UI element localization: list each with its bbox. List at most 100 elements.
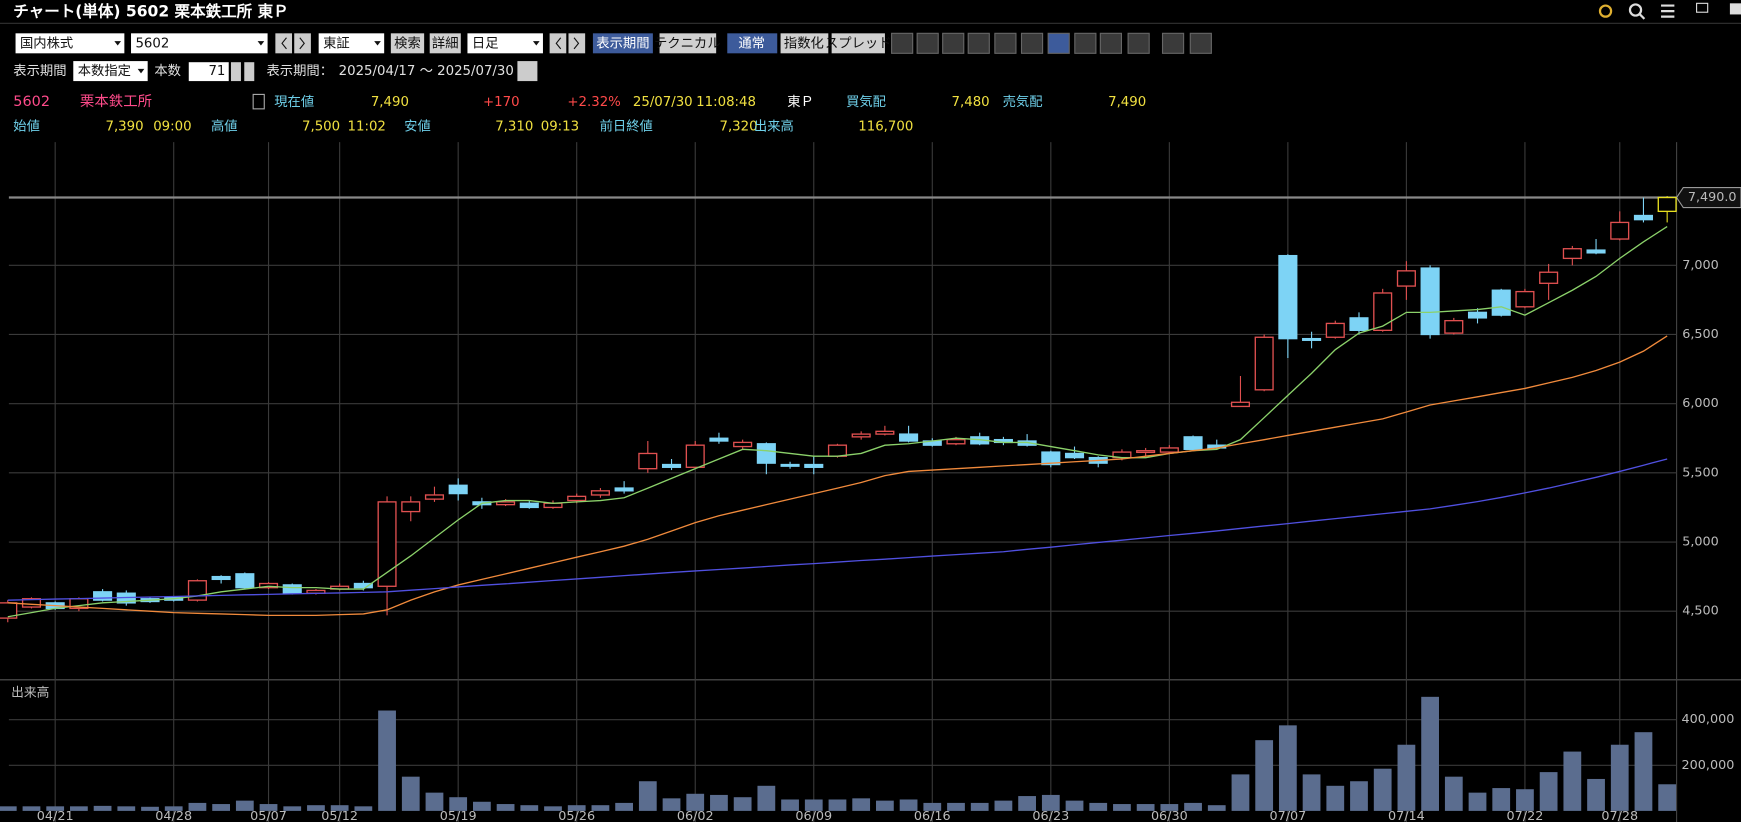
volume-bar: [1278, 725, 1297, 811]
volume-bar: [757, 785, 776, 811]
x-tick-label: 04/21: [37, 809, 74, 822]
volume-bar: [1113, 804, 1131, 811]
bid: 7,480: [952, 95, 990, 110]
search-icon[interactable]: [1628, 3, 1643, 17]
volume-bar: [970, 802, 989, 811]
volume-bar: [947, 802, 965, 811]
spin-up[interactable]: [244, 62, 255, 82]
dropdown-arrow: [532, 41, 540, 46]
link-icon[interactable]: [1598, 4, 1613, 18]
tool-button[interactable]: [994, 32, 1017, 54]
volume-bar: [212, 804, 231, 811]
low-label: 安値: [404, 119, 431, 135]
moving-average-line: [7, 226, 1668, 618]
search-button[interactable]: [390, 33, 425, 54]
candle-body: [590, 490, 610, 496]
high-time: 11:02: [348, 120, 386, 135]
menu-icon[interactable]: [1661, 4, 1675, 18]
index-button[interactable]: [780, 33, 829, 54]
high: 7,500: [302, 120, 340, 135]
count-input[interactable]: [188, 62, 229, 82]
high-label: 高値: [211, 118, 238, 135]
quote-code: 5602: [13, 94, 50, 110]
low-time: 09:13: [541, 120, 579, 135]
candle-body: [258, 582, 279, 589]
volume-bar: [686, 793, 705, 811]
exchange-select[interactable]: [318, 33, 385, 54]
prev-close: 7,320: [719, 120, 757, 135]
y-tick-label: 200,000: [1682, 758, 1735, 773]
volume-bar: [378, 710, 396, 811]
candle-body: [1041, 451, 1061, 466]
volume-label: 出来高: [754, 118, 794, 135]
dropdown-arrow: [374, 41, 381, 46]
tool-button[interactable]: [891, 32, 914, 54]
close-icon[interactable]: [1729, 3, 1741, 15]
volume-bar: [1658, 784, 1677, 811]
low: 7,310: [495, 120, 533, 135]
volume-bar: [781, 799, 799, 811]
tool-button[interactable]: [1074, 32, 1097, 54]
tool-button[interactable]: [1127, 32, 1150, 54]
volume-bar: [615, 802, 634, 811]
y-tick-label: 6,500: [1682, 327, 1719, 342]
period-button[interactable]: [592, 33, 653, 54]
next-button[interactable]: [568, 33, 586, 54]
spin-down[interactable]: [230, 62, 241, 82]
volume-bar: [46, 806, 65, 811]
candle-body: [567, 495, 587, 502]
candle-body: [1349, 317, 1369, 332]
candle-body: [827, 444, 848, 457]
volume-bar: [401, 776, 420, 811]
tool-button[interactable]: [1020, 32, 1044, 54]
board-icon[interactable]: [252, 93, 265, 110]
volume-bar: [283, 806, 302, 811]
candle-body: [709, 437, 729, 442]
tool-button[interactable]: [1161, 32, 1185, 54]
code-input[interactable]: [131, 33, 268, 54]
ask-label: 売気配: [1003, 94, 1043, 110]
tool-button[interactable]: [1189, 32, 1212, 54]
tool-button[interactable]: [967, 32, 990, 54]
tool-button[interactable]: [942, 32, 965, 54]
restore-icon[interactable]: [1696, 2, 1709, 13]
candle-body: [235, 573, 255, 589]
interval-select[interactable]: [467, 33, 543, 54]
reset-button[interactable]: [517, 61, 538, 82]
volume-bar: [259, 804, 278, 811]
volume-bar: [235, 800, 254, 811]
detail-button[interactable]: [429, 33, 461, 54]
x-tick-label: 06/02: [677, 809, 714, 822]
tool-button[interactable]: [1047, 32, 1070, 54]
y-tick-label: 5,500: [1682, 465, 1719, 480]
tool-button[interactable]: [1099, 32, 1122, 54]
open-label: 始値: [13, 119, 40, 135]
prev-button[interactable]: [275, 33, 293, 54]
tool-button[interactable]: [916, 32, 939, 54]
volume-bar: [496, 804, 515, 811]
candle-body: [377, 501, 397, 587]
volume-bar: [1516, 789, 1534, 811]
volume-bar: [93, 805, 112, 811]
prev-button[interactable]: [549, 33, 567, 54]
next-button[interactable]: [294, 33, 311, 54]
technical-button[interactable]: [659, 33, 717, 54]
spread-button[interactable]: [831, 33, 885, 54]
volume-bar: [1634, 732, 1653, 811]
x-tick-label: 05/12: [321, 809, 358, 822]
volume-bar: [1587, 778, 1605, 811]
ask: 7,490: [1108, 95, 1146, 110]
market-select[interactable]: [15, 33, 125, 54]
candle-body: [1539, 271, 1559, 284]
normal-button[interactable]: [727, 33, 778, 54]
volume-bar: [1350, 781, 1368, 811]
volume-bar: [520, 805, 539, 811]
volume-bar: [22, 806, 41, 811]
spread-button-text: スプレッド: [825, 35, 892, 51]
candle-body: [1586, 249, 1606, 254]
period-mode-select[interactable]: [73, 61, 148, 82]
candle-body: [1562, 248, 1582, 260]
dropdown-arrow: [114, 41, 122, 46]
volume-bar: [994, 800, 1013, 811]
